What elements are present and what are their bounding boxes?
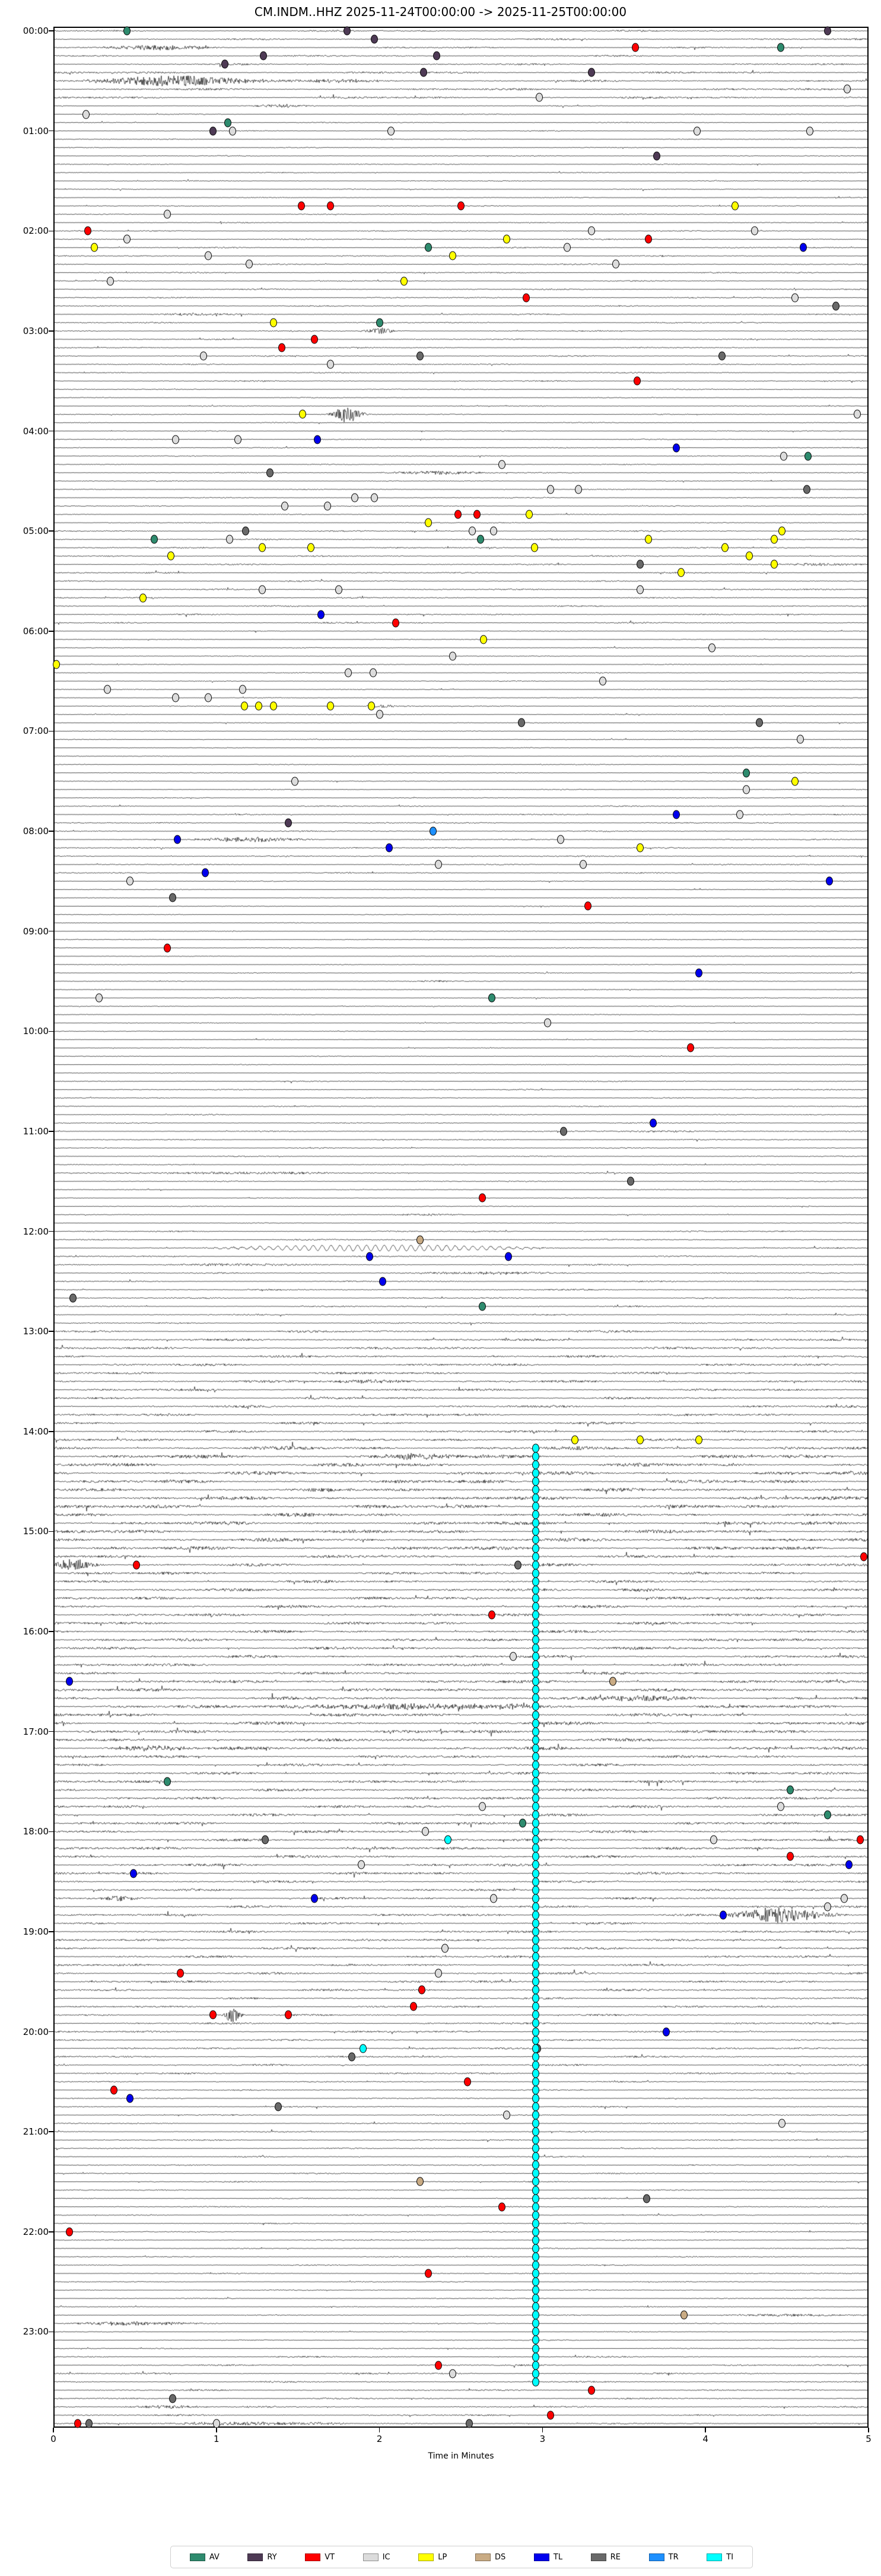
- hour-label: 14:00: [23, 1426, 49, 1437]
- legend-item-ic: IC: [362, 2552, 390, 2562]
- y-tick: [49, 1331, 53, 1332]
- legend-item-re: RE: [590, 2552, 621, 2562]
- y-tick: [49, 1230, 53, 1232]
- y-tick: [49, 530, 53, 532]
- x-tick-label: 3: [539, 2434, 546, 2444]
- legend-item-lp: LP: [418, 2553, 447, 2562]
- hour-label: 19:00: [23, 1926, 49, 1937]
- legend-label: AV: [209, 2552, 220, 2562]
- hour-label: 04:00: [23, 425, 49, 437]
- legend-swatch-icon: [362, 2553, 379, 2561]
- x-axis-title: Time in Minutes: [428, 2451, 494, 2461]
- y-tick: [49, 1831, 53, 1833]
- x-tick: [868, 2428, 869, 2432]
- legend-swatch-icon: [533, 2553, 549, 2561]
- legend-label: TI: [726, 2552, 734, 2562]
- legend-label: IC: [382, 2552, 390, 2562]
- legend-swatch-icon: [247, 2553, 263, 2561]
- legend-item-vt: VT: [305, 2553, 335, 2562]
- legend-item-tl: TL: [533, 2552, 563, 2562]
- y-tick: [49, 631, 53, 632]
- legend-swatch-icon: [189, 2553, 205, 2561]
- hour-label: 18:00: [23, 1826, 49, 1837]
- y-tick: [49, 2131, 53, 2132]
- y-tick: [49, 930, 53, 932]
- legend-item-tr: TR: [648, 2552, 679, 2562]
- y-tick: [49, 1931, 53, 1932]
- legend-label: TL: [553, 2552, 563, 2562]
- y-tick: [49, 2331, 53, 2333]
- y-tick: [49, 730, 53, 732]
- hour-label: 23:00: [23, 2326, 49, 2338]
- hour-label: 17:00: [23, 1726, 49, 1737]
- hour-label: 20:00: [23, 2026, 49, 2037]
- hour-label: 07:00: [23, 726, 49, 737]
- legend-swatch-icon: [475, 2553, 491, 2561]
- hour-label: 00:00: [23, 26, 49, 37]
- legend-label: TR: [668, 2552, 679, 2562]
- y-tick: [49, 1131, 53, 1132]
- y-tick: [49, 330, 53, 332]
- legend-label: LP: [438, 2552, 447, 2562]
- hour-label: 22:00: [23, 2226, 49, 2237]
- y-tick: [49, 430, 53, 432]
- y-tick: [49, 2231, 53, 2232]
- legend-swatch-icon: [590, 2553, 606, 2561]
- hour-label: 05:00: [23, 526, 49, 537]
- legend-swatch-icon: [707, 2553, 723, 2561]
- hour-label: 02:00: [23, 225, 49, 237]
- x-tick-label: 0: [50, 2434, 56, 2444]
- hour-label: 06:00: [23, 625, 49, 637]
- x-tick-label: 4: [702, 2434, 708, 2444]
- x-tick-label: 5: [866, 2434, 872, 2444]
- x-tick: [542, 2428, 543, 2432]
- hour-label: 03:00: [23, 325, 49, 336]
- y-tick: [49, 230, 53, 232]
- y-tick: [49, 1031, 53, 1032]
- hour-label: 15:00: [23, 1526, 49, 1537]
- x-tick-label: 2: [376, 2434, 383, 2444]
- hour-label: 01:00: [23, 125, 49, 136]
- x-tick: [379, 2428, 380, 2432]
- y-tick: [49, 1431, 53, 1432]
- y-tick: [49, 831, 53, 832]
- hour-label: 09:00: [23, 926, 49, 937]
- hour-label: 11:00: [23, 1125, 49, 1137]
- legend-swatch-icon: [305, 2553, 321, 2561]
- legend-label: RE: [610, 2552, 621, 2562]
- hour-label: 08:00: [23, 826, 49, 837]
- hour-label: 10:00: [23, 1026, 49, 1037]
- hour-label: 12:00: [23, 1226, 49, 1237]
- legend-item-ry: RY: [247, 2552, 277, 2562]
- x-tick-label: 1: [214, 2434, 220, 2444]
- legend-item-ti: TI: [707, 2553, 733, 2562]
- legend-swatch-icon: [418, 2553, 434, 2561]
- y-tick: [49, 30, 53, 31]
- legend-label: VT: [325, 2552, 335, 2562]
- x-tick: [705, 2428, 706, 2432]
- legend-label: DS: [495, 2552, 506, 2562]
- y-tick: [49, 1531, 53, 1532]
- x-tick: [216, 2428, 217, 2432]
- hour-label: 21:00: [23, 2126, 49, 2138]
- y-tick: [49, 1731, 53, 1732]
- legend-swatch-icon: [648, 2553, 664, 2561]
- hour-label: 13:00: [23, 1326, 49, 1337]
- legend-item-ds: DS: [475, 2553, 505, 2562]
- legend-label: RY: [267, 2552, 277, 2562]
- y-tick: [49, 2031, 53, 2033]
- y-tick: [49, 130, 53, 132]
- hour-label: 16:00: [23, 1626, 49, 1637]
- y-tick: [49, 1631, 53, 1632]
- x-tick: [53, 2428, 54, 2432]
- legend: AV RY VT IC LP DS TL RE TR TI: [170, 2546, 753, 2568]
- legend-item-av: AV: [189, 2552, 220, 2562]
